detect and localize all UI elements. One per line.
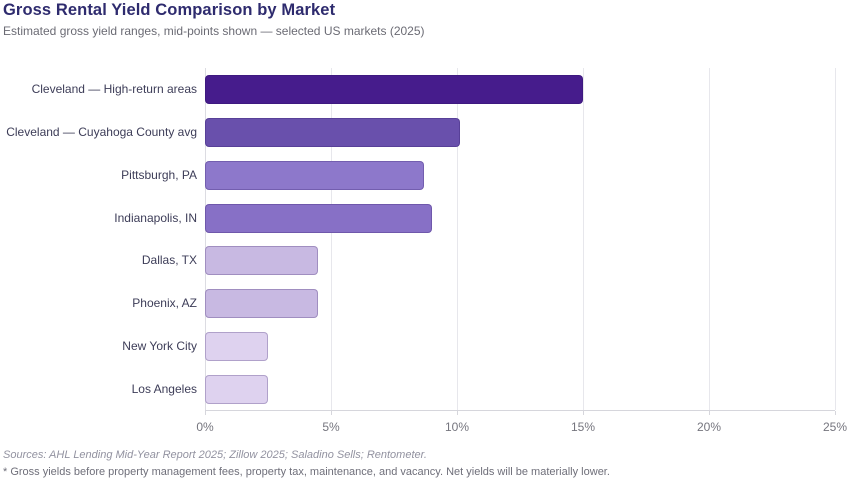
bar-cleveland-high-return-areas: [205, 74, 583, 104]
x-tick-label: 0%: [196, 420, 214, 434]
tick-mark: [709, 411, 710, 415]
x-tick-label: 15%: [570, 420, 596, 434]
plot-area: [205, 68, 836, 415]
sources-caption: Sources: AHL Lending Mid-Year Report 202…: [3, 449, 427, 461]
x-tick-label: 20%: [696, 420, 722, 434]
category-label: Dallas, TX: [141, 253, 197, 268]
tick-mark: [835, 411, 836, 415]
tick-mark: [205, 411, 206, 415]
tick-mark: [583, 411, 584, 415]
chart-subtitle: Estimated gross yield ranges, mid-points…: [3, 24, 425, 38]
category-label: Pittsburgh, PA: [121, 167, 197, 182]
bar-los-angeles: [205, 375, 268, 405]
bar-new-york-city: [205, 332, 268, 362]
category-label: Cleveland — Cuyahoga County avg: [6, 124, 197, 139]
chart-title: Gross Rental Yield Comparison by Market: [3, 1, 336, 19]
gridline-5%: [331, 68, 332, 410]
x-tick-label: 25%: [822, 420, 848, 434]
gridline-20%: [709, 68, 710, 410]
bar-indianapolis-in: [205, 203, 432, 233]
category-label: New York City: [122, 339, 197, 354]
gridline-10%: [457, 68, 458, 410]
gridline-25%: [835, 68, 836, 410]
tick-mark: [331, 411, 332, 415]
gridline-15%: [583, 68, 584, 410]
category-label: Phoenix, AZ: [132, 296, 197, 311]
bar-cleveland-cuyahoga-county-avg: [205, 117, 460, 147]
category-label: Indianapolis, IN: [114, 210, 197, 225]
bar-dallas-tx: [205, 246, 319, 276]
gridline-0%: [205, 68, 206, 410]
tick-mark: [457, 411, 458, 415]
category-label: Los Angeles: [131, 382, 197, 397]
category-label: Cleveland — High-return areas: [31, 81, 197, 96]
bar-phoenix-az: [205, 289, 319, 319]
x-tick-label: 10%: [444, 420, 470, 434]
bar-pittsburgh-pa: [205, 160, 425, 190]
x-tick-label: 5%: [322, 420, 340, 434]
footnote: * Gross yields before property managemen…: [3, 466, 610, 478]
